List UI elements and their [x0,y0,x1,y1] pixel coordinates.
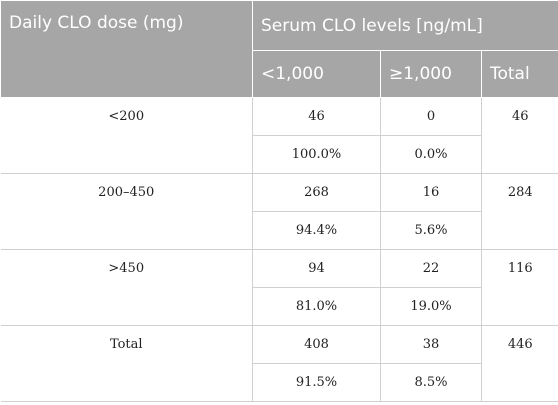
dose-label: >450 [0,249,253,326]
pct-lt-cell: 91.5% [252,363,381,402]
table-row: 200–450 268 16 284 [0,173,558,250]
header-serum-levels: Serum CLO levels [ng/mL] [251,0,558,51]
count-ge-cell: 22 [380,249,482,288]
pct-lt-cell: 81.0% [252,287,381,326]
header-ge-1000: ≥1,000 [380,50,482,98]
header-lt-1000: <1,000 [252,50,381,98]
table-row: 91.5% 8.5% [1,363,558,402]
pct-ge-cell: 0.0% [380,135,482,174]
count-ge-cell: 16 [380,173,482,212]
count-lt-cell: 408 [252,325,381,364]
table-row: 81.0% 19.0% [1,287,558,326]
table-row: 100.0% 0.0% [1,135,558,174]
table-row: Total 408 38 446 [0,325,558,402]
header-daily-dose: Daily CLO dose (mg) [0,0,253,98]
pct-ge-cell: 19.0% [380,287,482,326]
table-row: <200 46 0 46 [0,97,558,174]
dose-label: <200 [0,97,253,174]
dose-label: Total [0,325,253,402]
count-lt-cell: 268 [252,173,381,212]
pct-ge-cell: 8.5% [380,363,482,402]
count-lt-cell: 46 [252,97,381,136]
total-cell: 446 [480,325,558,402]
dose-label: 200–450 [0,173,253,250]
count-ge-cell: 0 [380,97,482,136]
pct-ge-cell: 5.6% [380,211,482,250]
table-row: >450 94 22 116 [0,249,558,326]
total-cell: 284 [480,173,558,250]
total-cell: 46 [480,97,558,174]
pct-lt-cell: 100.0% [252,135,381,174]
header-total: Total [480,50,558,98]
count-ge-cell: 38 [380,325,482,364]
pct-lt-cell: 94.4% [252,211,381,250]
count-lt-cell: 94 [252,249,381,288]
total-cell: 116 [480,249,558,326]
